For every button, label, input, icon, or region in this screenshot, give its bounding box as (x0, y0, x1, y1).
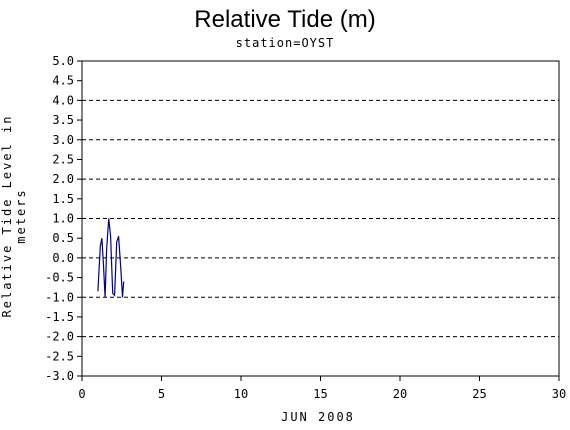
y-tick-label-13: -1.5 (45, 310, 74, 324)
y-tick-label-15: -2.5 (45, 349, 74, 363)
x-axis: 0 5 10 15 20 25 30 (78, 376, 566, 401)
chart-subtitle: station=OYST (235, 36, 335, 50)
y-tick-label-2: 4.0 (52, 93, 74, 107)
y-tick-label-3: 3.5 (52, 113, 74, 127)
y-tick-label-4: 3.0 (52, 133, 74, 147)
x-axis-label: JUN 2008 (281, 410, 355, 424)
x-tick-label-0: 0 (78, 387, 85, 401)
y-tick-label-1: 4.5 (52, 74, 74, 88)
series-group (97, 218, 125, 298)
chart-title: Relative Tide (m) (194, 6, 376, 33)
y-tick-label-14: -2.0 (45, 330, 74, 344)
x-tick-label-1: 5 (158, 387, 165, 401)
y-tick-label-5: 2.5 (52, 152, 74, 166)
x-tick-label-4: 20 (393, 387, 407, 401)
series-line-0 (97, 218, 125, 298)
x-tick-label-3: 15 (313, 387, 327, 401)
y-tick-label-10: 0.0 (52, 251, 74, 265)
y-axis: 5.0 4.5 4.0 3.5 3.0 2.5 2.0 1.5 1.0 0.5 0.0 -0.5 -1.… (45, 54, 82, 383)
y-tick-label-0: 5.0 (52, 54, 74, 68)
y-tick-label-7: 1.5 (52, 192, 74, 206)
y-tick-label-6: 2.0 (52, 172, 74, 186)
y-tick-label-9: 0.5 (52, 231, 74, 245)
y-tick-label-16: -3.0 (45, 369, 74, 383)
y-tick-label-11: -0.5 (45, 271, 74, 285)
x-tick-label-5: 25 (472, 387, 486, 401)
y-tick-label-8: 1.0 (52, 212, 74, 226)
x-tick-label-2: 10 (234, 387, 248, 401)
plot-frame (81, 60, 560, 377)
y-tick-label-12: -1.0 (45, 290, 74, 304)
x-tick-label-6: 30 (552, 387, 566, 401)
grid-lines (82, 60, 559, 377)
